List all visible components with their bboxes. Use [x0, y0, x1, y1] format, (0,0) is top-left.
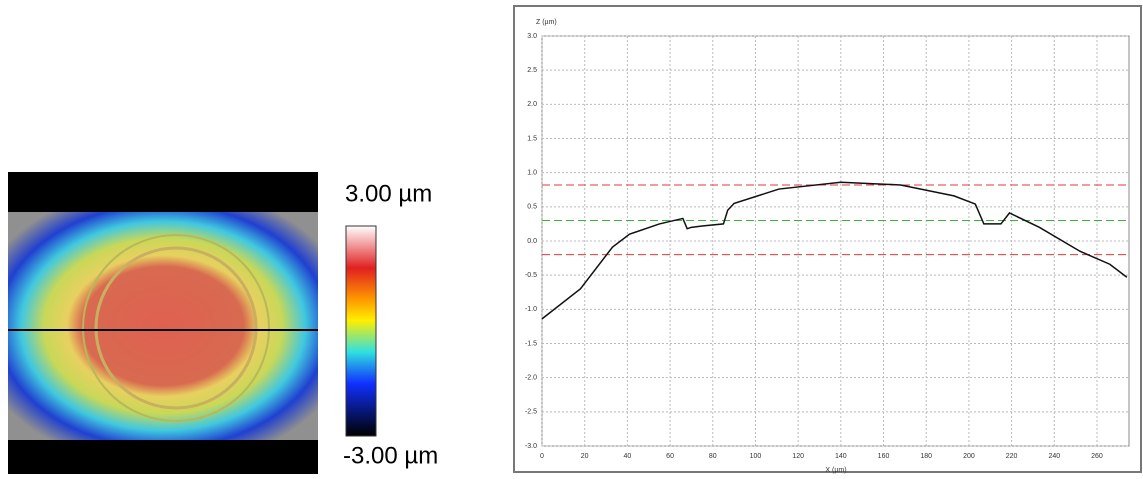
- y-tick-label: -1.0: [525, 306, 537, 313]
- x-tick-label: 0: [540, 453, 544, 460]
- x-tick-label: 40: [623, 453, 631, 460]
- height-map: [8, 172, 318, 474]
- x-tick-label: 140: [835, 453, 847, 460]
- x-tick-label: 160: [878, 453, 890, 460]
- y-tick-label: -3.0: [525, 443, 537, 450]
- y-tick-label: 2.5: [527, 67, 537, 74]
- colorbar-max: 3.00 µm: [345, 180, 432, 207]
- profile-line: [541, 181, 1128, 320]
- y-tick-label: 1.0: [527, 170, 537, 177]
- colorbar: [345, 225, 377, 437]
- x-tick-label: 80: [709, 453, 717, 460]
- x-tick-label: 20: [581, 453, 589, 460]
- y-axis-label: Z (µm): [536, 19, 557, 26]
- y-tick-label: 3.0: [527, 33, 537, 40]
- x-tick-label: 180: [920, 453, 932, 460]
- y-tick-label: 0.0: [527, 238, 537, 245]
- x-tick-label: 240: [1048, 453, 1060, 460]
- x-tick-label: 220: [1006, 453, 1018, 460]
- y-tick-label: -1.5: [525, 340, 537, 347]
- chart-frame: [513, 5, 1142, 473]
- y-tick-label: 1.5: [527, 135, 537, 142]
- x-axis-label: X (µm): [825, 467, 846, 474]
- colorbar-min: -3.00 µm: [343, 442, 438, 469]
- y-tick-label: -0.5: [525, 272, 537, 279]
- x-tick-label: 260: [1091, 453, 1103, 460]
- y-tick-label: -2.5: [525, 409, 537, 416]
- x-tick-label: 60: [666, 453, 674, 460]
- x-tick-label: 100: [750, 453, 762, 460]
- x-tick-label: 120: [792, 453, 804, 460]
- y-tick-label: 2.0: [527, 101, 537, 108]
- y-tick-label: 0.5: [527, 204, 537, 211]
- x-tick-label: 200: [963, 453, 975, 460]
- y-tick-label: -2.0: [525, 375, 537, 382]
